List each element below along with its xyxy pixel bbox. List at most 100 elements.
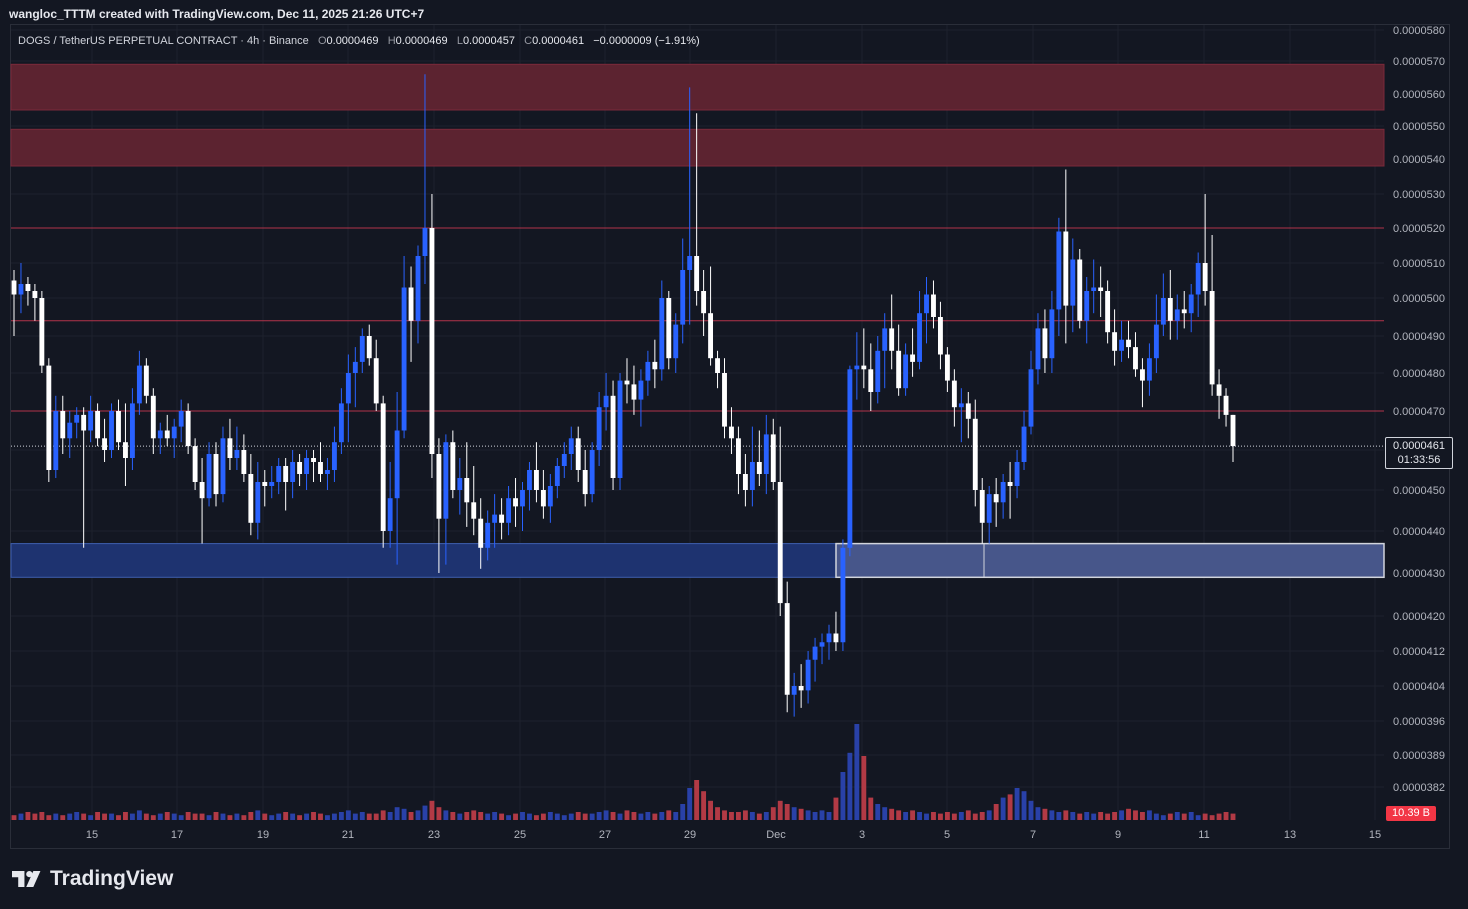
price-tick-14: 0.0000440 [1393,526,1445,538]
candle-body-86 [610,395,616,478]
time-tick-7: 29 [684,829,696,841]
candle-body-72 [513,498,518,507]
candle-body-11 [88,411,94,431]
candle-body-132 [931,294,936,317]
volume-bar-144 [1014,788,1020,820]
change-value: −0.0000009 (−1.91%) [593,35,700,47]
candle-body-126 [889,328,895,351]
candle-body-29 [213,454,219,495]
resistance-zone-0 [10,63,1385,111]
volume-bar-103 [729,812,734,820]
volume-bar-37 [269,815,275,820]
volume-bar-0 [11,815,17,820]
volume-bar-104 [735,812,741,820]
high-value: 0.0000469 [395,35,448,47]
volume-bar-149 [1049,810,1055,820]
candle-body-68 [485,522,491,548]
volume-bar-155 [1091,813,1097,820]
candle-body-87 [617,380,623,478]
volume-bar-89 [631,812,637,820]
volume-bar-26 [192,813,198,820]
candle-body-79 [561,454,567,466]
volume-bar-19 [143,813,149,820]
current-price: 0.0000461 [1393,440,1445,452]
candle-body-130 [917,313,922,362]
time-tick-13: 11 [1198,829,1209,841]
candle-body-90 [638,380,644,400]
volume-bar-106 [749,812,755,820]
candle-body-143 [1007,482,1013,486]
candle-body-71 [506,498,512,523]
volume-bar-145 [1021,791,1027,820]
candle-body-20 [150,395,156,439]
volume-bar-40 [290,813,296,820]
volume-bar-124 [875,804,881,820]
candle-body-40 [290,462,296,482]
close-value: 0.0000461 [532,35,585,47]
candle-body-146 [1028,369,1034,427]
volume-bar-126 [889,808,895,820]
volume-bar-87 [617,813,623,820]
volume-bar-163 [1146,810,1152,820]
tradingview-logo[interactable]: TradingView [12,867,173,891]
candle-body-25 [185,411,191,447]
candle-body-46 [331,442,337,470]
volume-bar-115 [812,812,818,820]
volume-bar-135 [951,813,957,820]
volume-bar-164 [1153,813,1159,820]
candle-body-44 [318,462,323,474]
level-lines [11,227,1384,447]
price-axis[interactable]: 0.0000580 0.0000570 0.0000560 0.0000550 0.00… [1393,25,1445,794]
price-tick-21: 0.0000382 [1393,782,1445,794]
candle-body-26 [192,446,198,482]
candle-body-133 [938,317,943,355]
volume-bar-123 [868,797,874,820]
volume-bar-78 [554,813,560,820]
volume-bar-109 [770,807,776,820]
volume-bar-13 [102,813,107,820]
volume-bar-15 [116,815,121,820]
candle-body-154 [1084,291,1090,321]
volume-bar-112 [791,807,797,820]
candle-body-5 [46,365,52,470]
volume-bar-166 [1167,813,1173,820]
volume-bar-162 [1140,812,1145,820]
volume-bar-152 [1070,812,1076,820]
tradingview-logo-icon [12,871,41,887]
candle-body-56 [401,287,407,431]
candle-body-92 [652,361,658,370]
volume-bar-153 [1077,813,1083,820]
volume-bar-57 [408,812,414,820]
symbol-title[interactable]: DOGS / TetherUS PERPETUAL CONTRACT · 4h … [18,35,309,47]
volume-bar-38 [276,813,282,820]
price-tick-6: 0.0000520 [1393,223,1445,235]
volume-bar-132 [931,812,936,820]
candle-body-137 [965,403,971,419]
candle-body-170 [1195,263,1201,295]
volume-bar-82 [582,813,588,820]
volume-bar-55 [394,807,400,820]
volume-bar-93 [659,812,665,820]
candle-body-28 [206,454,212,499]
price-tick-16: 0.0000420 [1393,611,1445,623]
time-axis[interactable]: 15 17 19 21 23 25 27 29 Dec 3 5 7 9 11 13 15 [86,829,1381,841]
chart-attribution: wangloc_TTTM created with TradingView.co… [9,7,425,21]
candle-body-148 [1042,328,1048,359]
volume-bar-90 [638,813,644,820]
candle-body-1 [18,284,24,295]
volume-bar-117 [826,812,832,820]
time-tick-12: 9 [1115,829,1121,841]
volume-bar-27 [199,813,205,820]
candle-body-110 [777,482,783,604]
price-tick-10: 0.0000480 [1393,368,1445,380]
volume-bar-141 [993,804,999,820]
candle-body-50 [359,336,365,362]
price-tick-18: 0.0000404 [1393,681,1445,693]
candle-body-156 [1098,287,1104,291]
volume-bar-122 [861,756,867,820]
candle-body-116 [819,642,825,647]
volume-bar-56 [401,808,407,820]
candle-body-96 [680,270,686,325]
volume-bar-1 [18,813,24,820]
